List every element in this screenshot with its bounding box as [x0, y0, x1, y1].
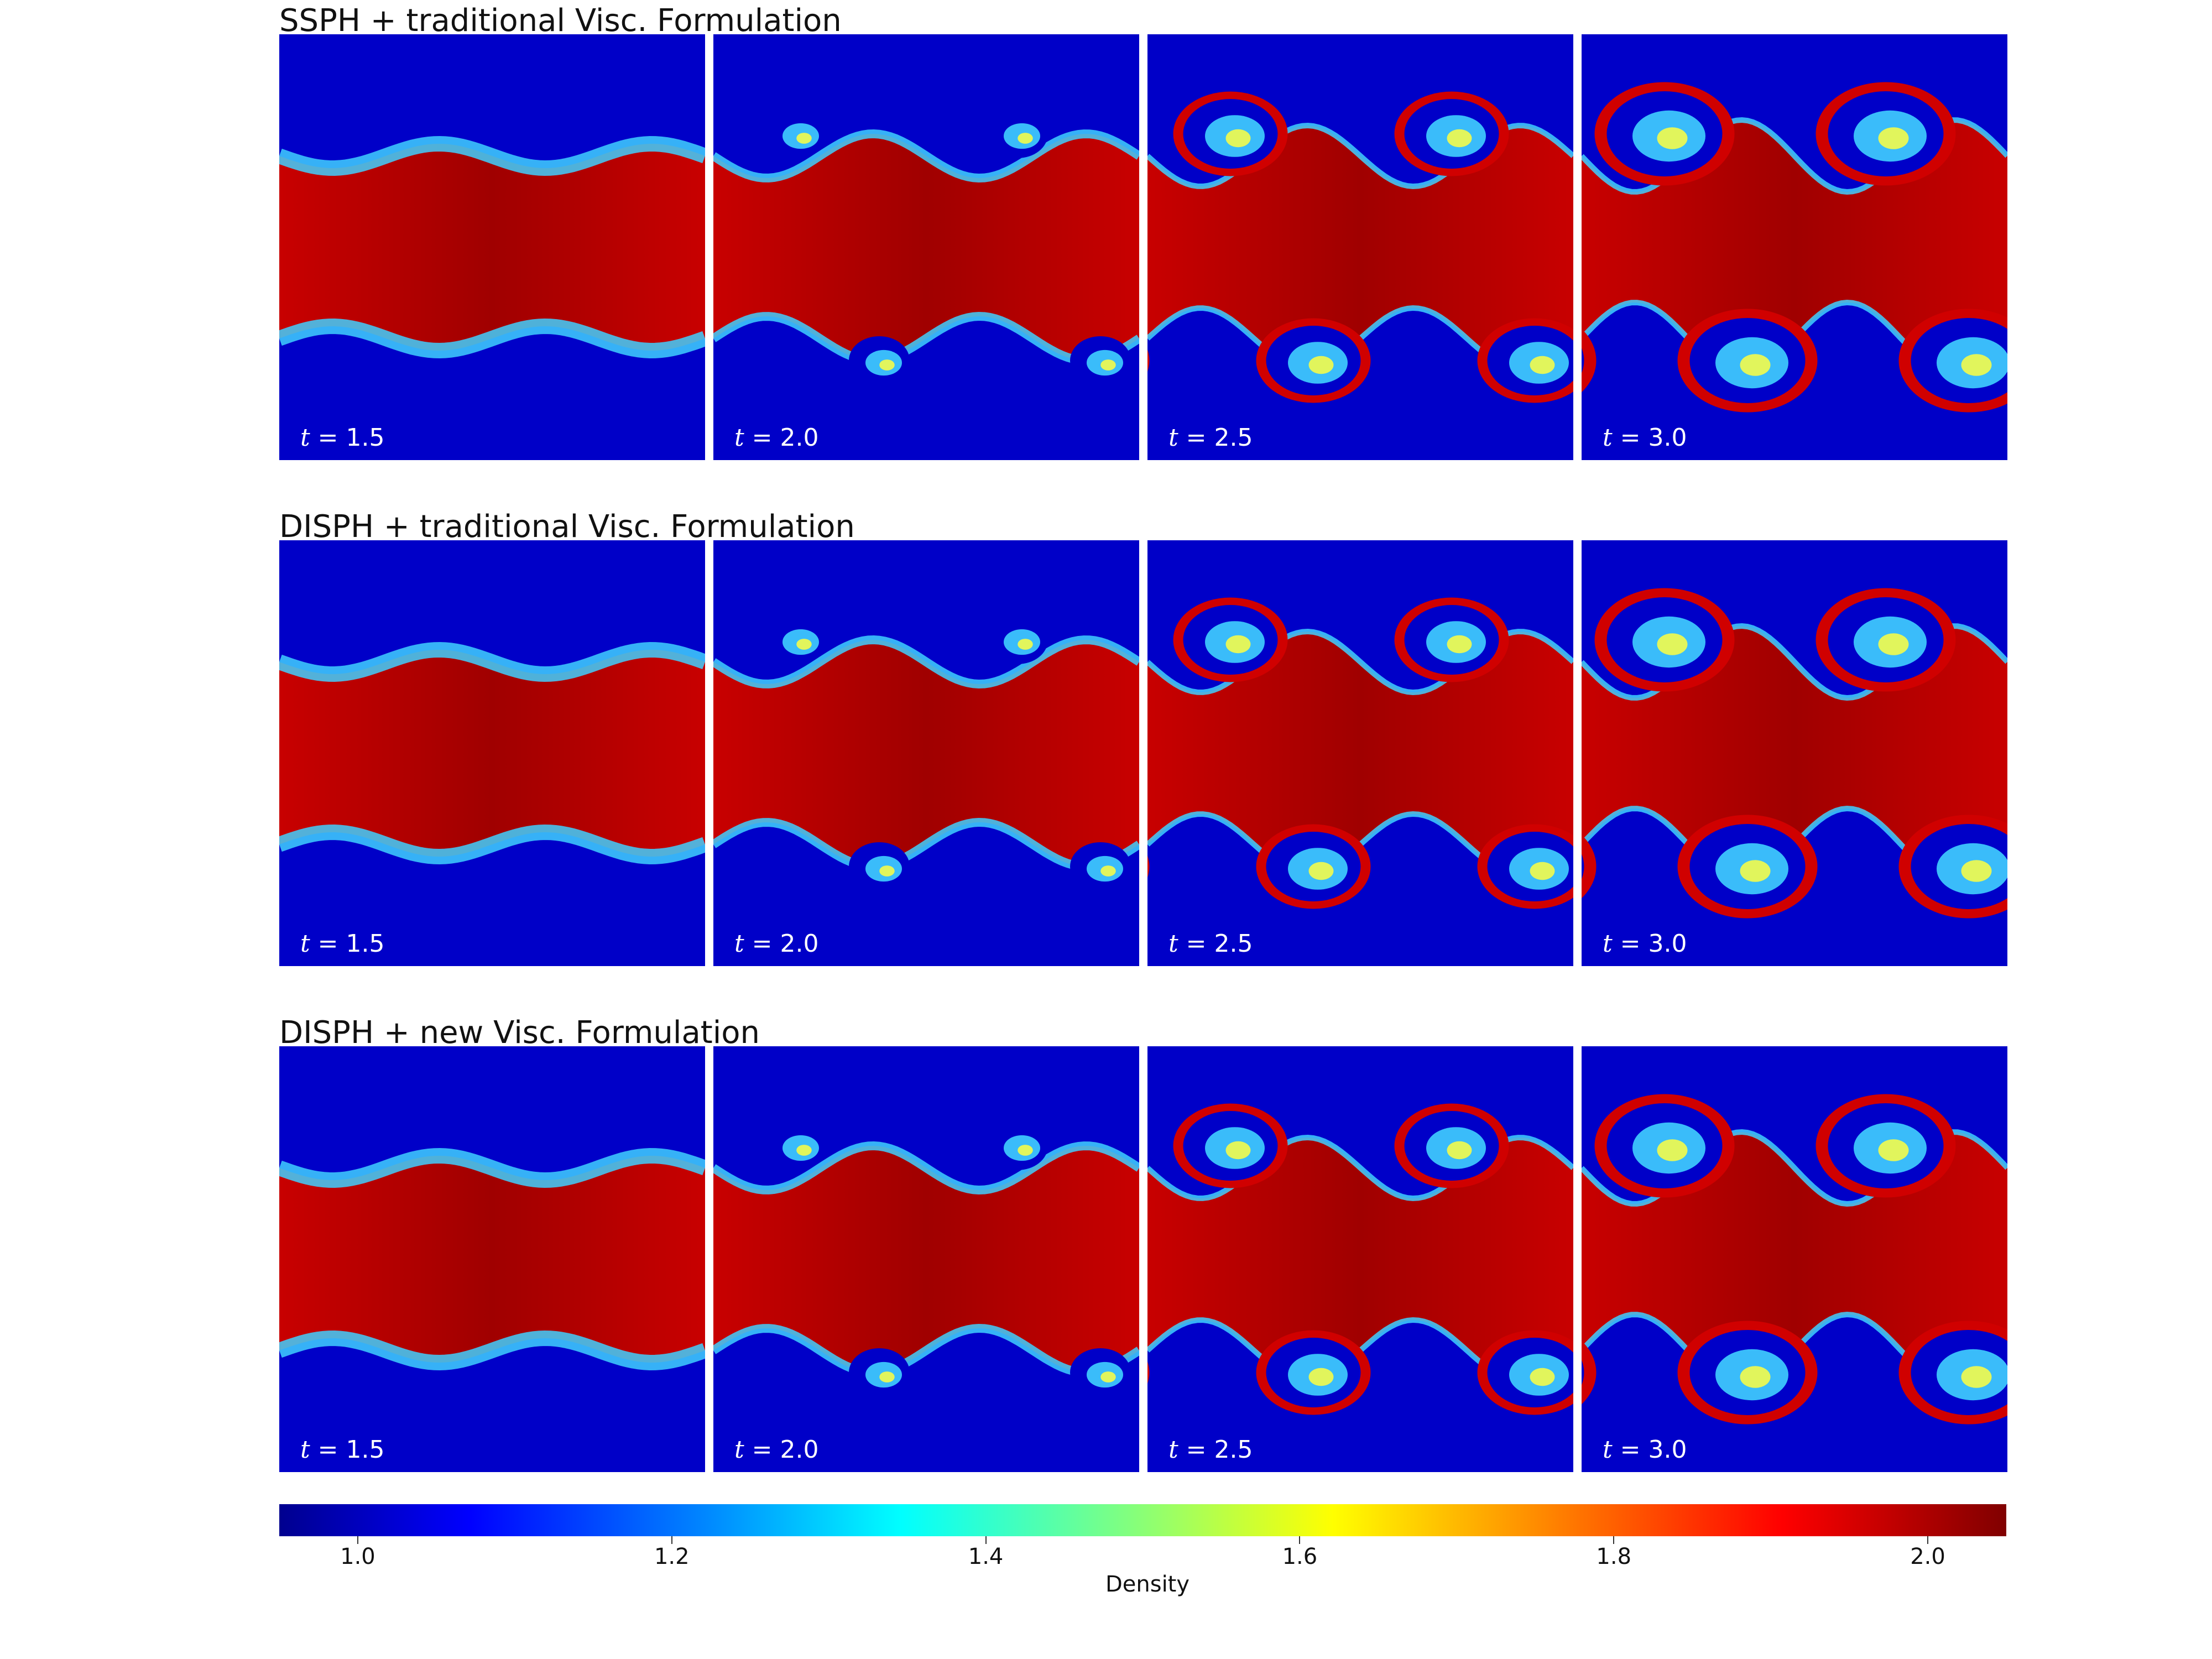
time-label: t = 1.5	[300, 426, 385, 450]
time-label: t = 2.5	[1168, 932, 1253, 956]
time-value: = 2.5	[1178, 930, 1253, 958]
time-label: t = 2.5	[1168, 426, 1253, 450]
density-panel-r1-c2: t = 2.0	[713, 34, 1139, 460]
time-label: t = 2.0	[734, 426, 819, 450]
time-label: t = 3.0	[1603, 426, 1687, 450]
time-label: t = 3.0	[1603, 1438, 1687, 1462]
time-label: t = 2.0	[734, 1438, 819, 1462]
colorbar-tick-label: 1.0	[340, 1544, 375, 1569]
density-panel-r3-c3: t = 2.5	[1147, 1046, 1573, 1472]
colorbar-tick-mark	[671, 1536, 672, 1544]
row-title-2: DISPH + traditional Visc. Formulation	[279, 509, 855, 545]
density-panel-r2-c2: t = 2.0	[713, 540, 1139, 966]
density-colorbar	[279, 1504, 2006, 1536]
density-panel-r2-c4: t = 3.0	[1582, 540, 2007, 966]
colorbar-label: Density	[1105, 1572, 1190, 1597]
density-panel-r1-c4: t = 3.0	[1582, 34, 2007, 460]
time-symbol: t	[1168, 424, 1178, 452]
colorbar-tick-label: 1.8	[1596, 1544, 1632, 1569]
time-symbol: t	[734, 1436, 744, 1464]
time-value: = 1.5	[310, 930, 385, 958]
time-value: = 2.0	[744, 930, 819, 958]
time-symbol: t	[1168, 1436, 1178, 1464]
colorbar-tick-mark	[1613, 1536, 1615, 1544]
time-value: = 1.5	[310, 424, 385, 452]
row-title-1: SSPH + traditional Visc. Formulation	[279, 3, 842, 39]
density-panel-r3-c4: t = 3.0	[1582, 1046, 2007, 1472]
time-symbol: t	[300, 930, 310, 958]
density-panel-r2-c1: t = 1.5	[279, 540, 705, 966]
time-symbol: t	[1603, 424, 1613, 452]
time-symbol: t	[1603, 930, 1613, 958]
density-panel-r3-c1: t = 1.5	[279, 1046, 705, 1472]
time-value: = 2.0	[744, 424, 819, 452]
time-value: = 3.0	[1612, 424, 1687, 452]
time-value: = 3.0	[1612, 930, 1687, 958]
time-symbol: t	[1603, 1436, 1613, 1464]
colorbar-tick-label: 1.2	[654, 1544, 690, 1569]
time-label: t = 2.5	[1168, 1438, 1253, 1462]
density-panel-r1-c3: t = 2.5	[1147, 34, 1573, 460]
colorbar-tick-label: 1.4	[968, 1544, 1004, 1569]
time-value: = 2.0	[744, 1436, 819, 1464]
colorbar-tick-mark	[1927, 1536, 1929, 1544]
time-symbol: t	[1168, 930, 1178, 958]
time-value: = 3.0	[1612, 1436, 1687, 1464]
colorbar-tick-label: 2.0	[1910, 1544, 1945, 1569]
time-label: t = 1.5	[300, 1438, 385, 1462]
colorbar-tick-mark	[1299, 1536, 1301, 1544]
time-symbol: t	[734, 930, 744, 958]
time-label: t = 1.5	[300, 932, 385, 956]
row-title-3: DISPH + new Visc. Formulation	[279, 1015, 760, 1051]
time-value: = 1.5	[310, 1436, 385, 1464]
colorbar-tick-label: 1.6	[1282, 1544, 1318, 1569]
density-panel-r2-c3: t = 2.5	[1147, 540, 1573, 966]
density-panel-r1-c1: t = 1.5	[279, 34, 705, 460]
time-symbol: t	[300, 1436, 310, 1464]
density-panel-r3-c2: t = 2.0	[713, 1046, 1139, 1472]
time-symbol: t	[300, 424, 310, 452]
colorbar-tick-mark	[357, 1536, 358, 1544]
colorbar-tick-mark	[985, 1536, 987, 1544]
time-label: t = 3.0	[1603, 932, 1687, 956]
time-label: t = 2.0	[734, 932, 819, 956]
time-symbol: t	[734, 424, 744, 452]
time-value: = 2.5	[1178, 424, 1253, 452]
time-value: = 2.5	[1178, 1436, 1253, 1464]
